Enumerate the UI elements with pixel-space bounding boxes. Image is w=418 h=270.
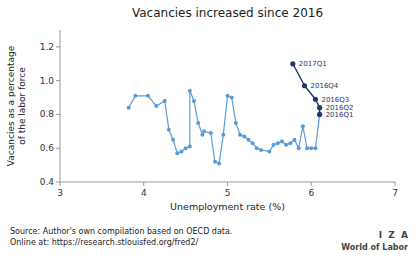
source-note: Source: Author's own compilation based o… (10, 227, 232, 236)
point (305, 146, 309, 150)
y-axis-label-line: of the labor force (17, 67, 27, 145)
point (133, 94, 137, 98)
y-tick (56, 80, 60, 81)
point (255, 146, 259, 150)
annotation: I Z A (379, 230, 408, 240)
connector-line (315, 114, 319, 148)
y-tick-label: 0.6 (40, 143, 55, 153)
y-axis (60, 30, 61, 182)
point (293, 138, 297, 142)
point (280, 139, 284, 143)
y-tick-label: 0.8 (40, 109, 55, 119)
x-axis-label: Unemployment rate (%) (170, 201, 285, 212)
point (188, 145, 192, 149)
point (251, 141, 255, 145)
source-note: Online at: https://research.stlouisfed.o… (10, 238, 199, 247)
point (209, 131, 213, 135)
point-label: 2016Q2 (326, 104, 354, 112)
point (196, 121, 200, 125)
point (309, 146, 313, 150)
y-axis-label: Vacancies as a percentageof the labor fo… (6, 45, 27, 166)
point-label: 2016Q3 (321, 96, 349, 104)
point (259, 148, 263, 152)
y-tick (56, 46, 60, 47)
point (246, 138, 250, 142)
annotation: World of Labor (341, 243, 408, 252)
highlight-point (302, 83, 307, 88)
point (217, 161, 221, 165)
point (234, 121, 238, 125)
y-tick (56, 182, 60, 183)
point (175, 151, 179, 155)
point (221, 133, 225, 137)
point (171, 138, 175, 142)
point-label: 2016Q4 (311, 82, 339, 90)
x-tick-label: 3 (57, 188, 63, 198)
title: Vacancies increased since 2016 (132, 6, 323, 20)
point (167, 128, 171, 132)
highlight-point (313, 97, 318, 102)
x-tick-label: 6 (308, 188, 314, 198)
y-tick-label: 0.4 (40, 177, 55, 187)
point (226, 94, 230, 98)
point (272, 143, 276, 147)
point (213, 160, 217, 164)
chart: Vacancies increased since 2016 3 4 5 6 7 0.4 0.… (0, 0, 418, 270)
point (184, 146, 188, 150)
series-line (129, 91, 316, 164)
point (284, 143, 288, 147)
point-label: 2017Q1 (299, 60, 327, 68)
point (163, 99, 167, 103)
y-tick (56, 148, 60, 149)
point (230, 96, 234, 100)
point (154, 104, 158, 108)
highlight-point (290, 61, 295, 66)
x-tick (227, 182, 228, 186)
point (238, 133, 242, 137)
x-tick (311, 182, 312, 186)
y-axis-label-line: Vacancies as a percentage (6, 45, 16, 166)
x-tick (60, 182, 61, 186)
y-tick (56, 114, 60, 115)
highlight-point (317, 112, 322, 117)
point (127, 106, 131, 110)
point (276, 141, 280, 145)
point (242, 134, 246, 138)
point (202, 129, 206, 133)
y-tick-label: 1.0 (40, 76, 55, 86)
highlight-point (317, 105, 322, 110)
point (288, 141, 292, 145)
x-tick (143, 182, 144, 186)
point (146, 94, 150, 98)
point (188, 89, 192, 93)
x-tick (395, 182, 396, 186)
point (313, 146, 317, 150)
point (297, 146, 301, 150)
x-tick-label: 7 (392, 188, 398, 198)
point (179, 150, 183, 154)
y-tick-label: 1.2 (40, 42, 54, 52)
point (192, 99, 196, 103)
point (301, 124, 305, 128)
plot-area (127, 61, 323, 165)
x-tick-label: 4 (141, 188, 147, 198)
point (267, 150, 271, 154)
x-tick-label: 5 (225, 188, 231, 198)
